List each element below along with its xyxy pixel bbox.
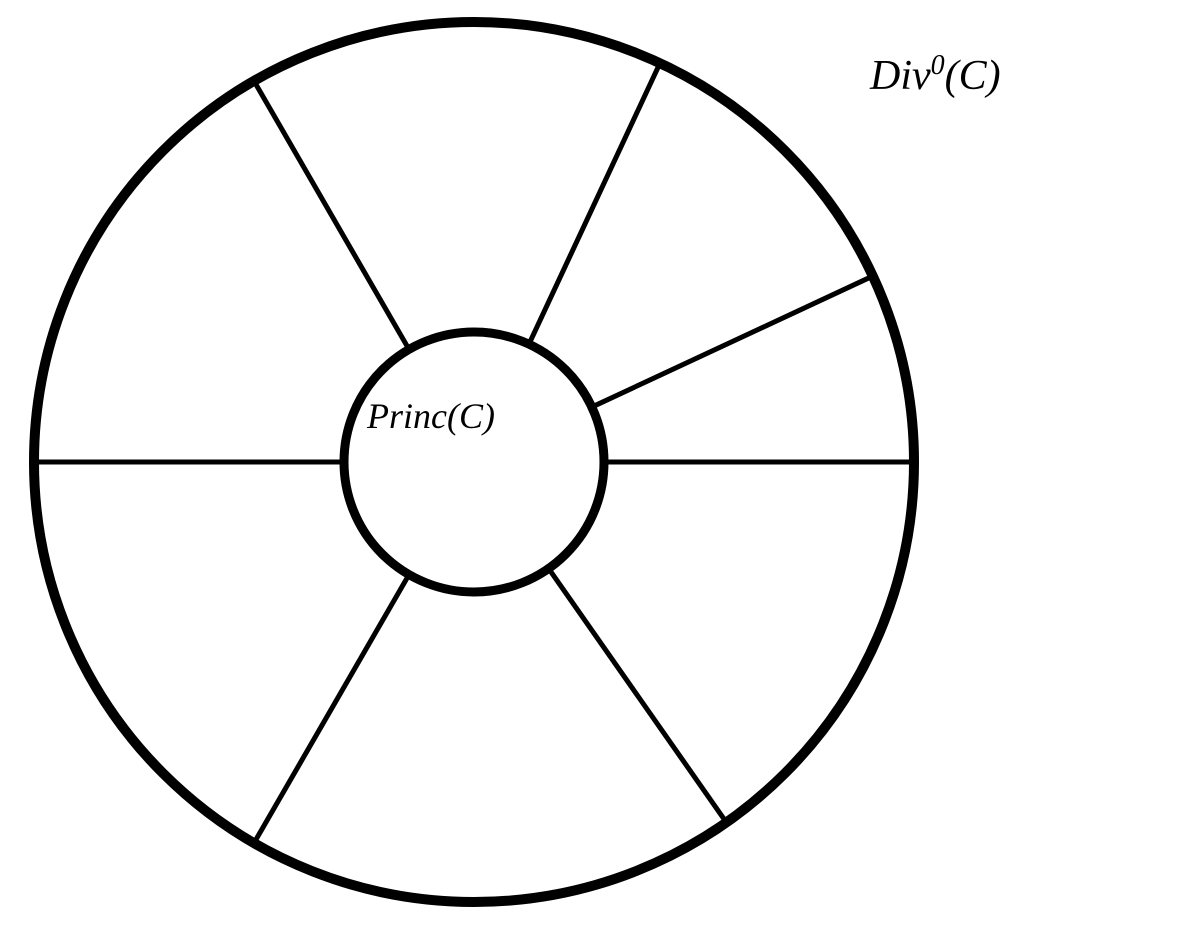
outer-label-suffix: (C) [945, 53, 1001, 99]
spoke-1 [549, 568, 727, 822]
inner-circle-label: Princ(C) [367, 395, 495, 437]
inner-circle [344, 332, 604, 592]
partition-diagram [0, 0, 1200, 923]
spoke-5 [529, 63, 660, 344]
diagram-container: Div0(C) Princ(C) [0, 0, 1200, 923]
outer-label-sup: 0 [931, 50, 945, 81]
spoke-6 [592, 276, 873, 407]
outer-label-prefix: Div [870, 53, 931, 99]
outer-circle-label: Div0(C) [870, 50, 1001, 100]
spoke-2 [254, 575, 409, 843]
spoke-4 [254, 81, 409, 349]
